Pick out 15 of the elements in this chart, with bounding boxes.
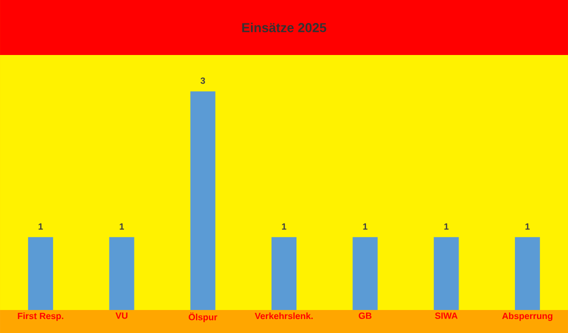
data-label: 1 — [444, 223, 449, 230]
chart-title: Einsätze 2025 — [242, 22, 326, 32]
x-tick-label: Absperrung — [502, 312, 552, 321]
x-tick-label: SIWA — [435, 312, 458, 319]
x-tick-label: VU — [116, 312, 128, 319]
data-label: 1 — [282, 223, 286, 230]
data-label: 3 — [200, 78, 206, 84]
x-tick-label: Ölspur — [188, 312, 218, 322]
data-label: 1 — [38, 223, 43, 230]
x-tick-label: GB — [358, 312, 372, 319]
x-tick-label: First Resp. — [18, 312, 64, 321]
data-label: 1 — [120, 223, 124, 230]
data-label: 1 — [363, 223, 368, 230]
data-label: 1 — [525, 223, 530, 230]
x-tick-label: Verkehrslenk. — [254, 312, 313, 320]
